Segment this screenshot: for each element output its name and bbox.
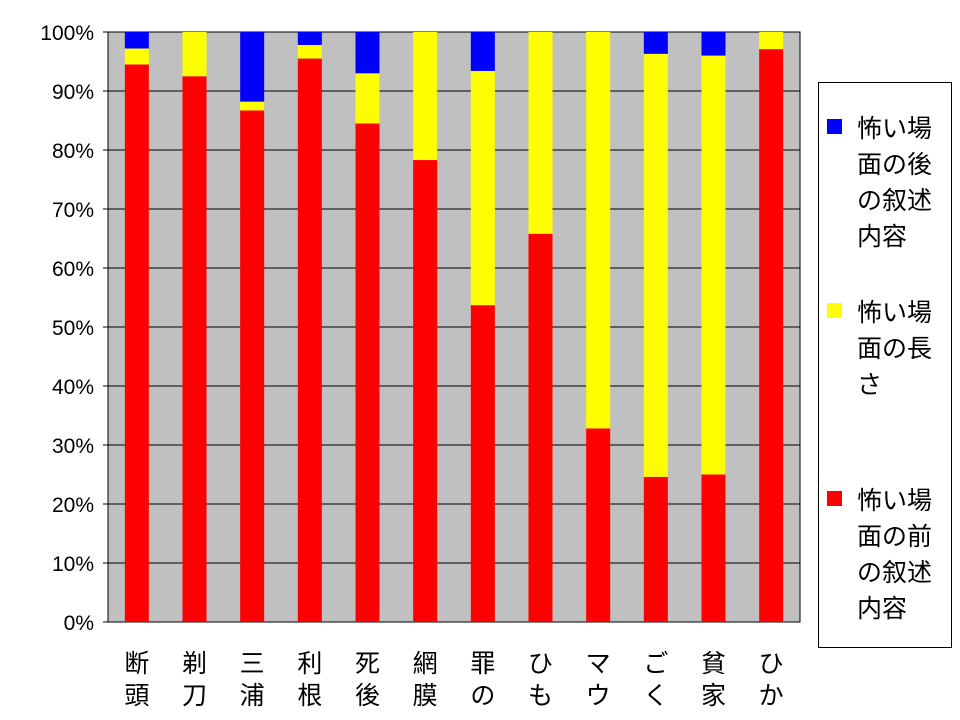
bar-segment-1 — [182, 32, 207, 77]
x-tick-label: ひ — [528, 649, 553, 678]
bar-segment-0 — [759, 49, 784, 623]
x-tick-label: 後 — [355, 681, 380, 710]
bar-segment-1 — [355, 73, 380, 124]
bar-segment-1 — [528, 32, 553, 234]
bar-segment-0 — [297, 58, 322, 623]
y-tick-label: 70% — [52, 199, 94, 222]
legend-swatch-after — [827, 119, 842, 134]
x-tick-label: 罪 — [470, 649, 495, 678]
x-tick-label: 浦 — [240, 681, 265, 710]
x-tick-label: 家 — [701, 681, 726, 710]
bar-segment-1 — [297, 44, 322, 59]
bar-segment-1 — [643, 53, 668, 477]
y-tick-label: 10% — [52, 553, 94, 576]
bar-segment-2 — [701, 32, 726, 56]
x-tick-label: マ — [586, 649, 611, 678]
x-tick-label: 剃 — [182, 649, 207, 678]
legend: 怖い場面の後の叙述内容 怖い場面の長さ 怖い場面の前の叙述内容 — [818, 82, 952, 648]
y-tick-label: 0% — [64, 612, 94, 635]
bar-segment-0 — [124, 64, 149, 622]
y-tick-label: 80% — [52, 140, 94, 163]
bar-segment-1 — [586, 32, 611, 429]
x-tick-label: 膜 — [413, 681, 438, 710]
legend-label-after: 怖い場面の後の叙述内容 — [857, 114, 933, 251]
bar-segment-0 — [182, 76, 207, 622]
bar-segment-1 — [240, 101, 265, 111]
bar-segment-1 — [413, 32, 438, 161]
legend-label-length: 怖い場面の長さ — [857, 298, 933, 399]
x-tick-label: 死 — [355, 649, 380, 678]
y-tick-label: 100% — [40, 22, 94, 45]
bar-segment-0 — [240, 110, 265, 622]
bar-segment-1 — [124, 48, 149, 65]
x-tick-label: 根 — [297, 681, 322, 710]
x-tick-label: 網 — [413, 649, 438, 678]
bar-segment-2 — [470, 32, 495, 71]
y-tick-label: 60% — [52, 258, 94, 281]
legend-swatch-length — [827, 303, 842, 318]
bar-segment-0 — [643, 476, 668, 622]
bar-segment-0 — [586, 428, 611, 622]
x-tick-label: の — [470, 681, 495, 710]
x-tick-label: く — [643, 681, 668, 710]
bar-segment-1 — [470, 70, 495, 306]
bar-segment-0 — [470, 305, 495, 622]
x-tick-label: ご — [643, 649, 668, 678]
x-tick-label: 刀 — [182, 681, 207, 710]
y-tick-label: 20% — [52, 494, 94, 517]
bar-segment-2 — [124, 32, 149, 49]
bar-segment-0 — [701, 474, 726, 622]
bar-segment-1 — [759, 32, 784, 50]
x-tick-label: 三 — [240, 649, 265, 678]
bar-segment-1 — [701, 55, 726, 475]
y-tick-label: 50% — [52, 317, 94, 340]
bar-segment-2 — [355, 32, 380, 74]
bar-segment-0 — [528, 233, 553, 622]
bar-segment-2 — [643, 32, 668, 54]
legend-label-before: 怖い場面の前の叙述内容 — [857, 486, 933, 623]
bar-segment-0 — [413, 160, 438, 622]
x-tick-label: ウ — [586, 681, 611, 710]
y-tick-label: 30% — [52, 435, 94, 458]
legend-swatch-before — [827, 491, 842, 506]
x-tick-label: 利 — [297, 649, 322, 678]
bar-segment-2 — [240, 32, 265, 102]
x-tick-label: か — [759, 681, 784, 710]
x-tick-label: 断 — [124, 649, 149, 678]
x-tick-label: 頭 — [124, 681, 149, 710]
y-tick-label: 40% — [52, 376, 94, 399]
bar-segment-0 — [355, 123, 380, 622]
x-tick-label: も — [528, 681, 553, 710]
bar-segment-2 — [297, 32, 322, 45]
y-tick-label: 90% — [52, 81, 94, 104]
x-tick-label: ひ — [759, 649, 784, 678]
x-tick-label: 貧 — [701, 649, 726, 678]
